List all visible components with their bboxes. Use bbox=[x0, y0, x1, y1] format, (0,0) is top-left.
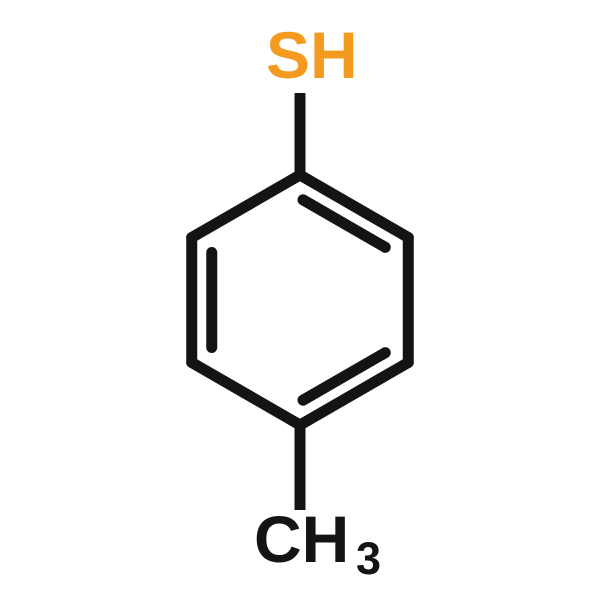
bottom-substituent-subscript: 3 bbox=[356, 533, 381, 584]
ring-double-bond-inner bbox=[303, 200, 385, 247]
ring-bond bbox=[192, 363, 300, 426]
top-substituent-label: SH bbox=[266, 18, 358, 92]
molecule-diagram: SH CH3 bbox=[0, 0, 600, 600]
ring-double-bond-inner bbox=[303, 353, 385, 400]
ring-bond bbox=[192, 175, 300, 238]
bottom-substituent-label: CH bbox=[254, 502, 349, 576]
